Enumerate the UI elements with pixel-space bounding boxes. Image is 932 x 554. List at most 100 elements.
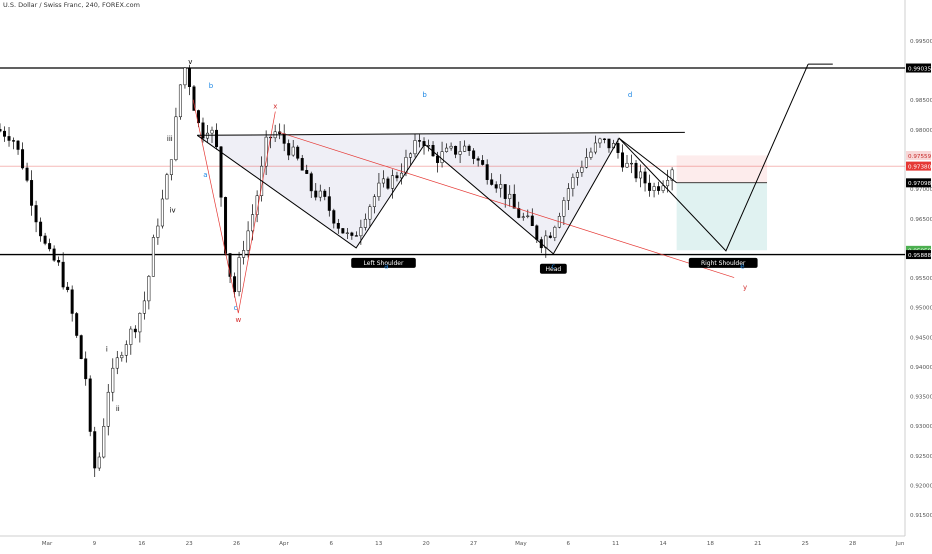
time-tick-label: 21 [754,541,762,547]
candle-body [454,145,458,155]
candle-body [16,140,20,150]
candle-body [517,208,521,218]
price-tick-label: 0.92000 [910,484,932,490]
candle-body [219,146,223,198]
wave-label: iv [170,206,176,214]
candle-body [120,354,124,359]
candle-body [526,215,530,217]
candle-body [48,243,52,250]
pattern-label-box [351,257,416,268]
candle-body [372,196,376,207]
price-tick-label: 0.94500 [910,335,932,341]
wave-label: e [740,263,744,271]
wave-label: x [273,103,277,111]
candle-body [75,313,79,336]
candle-body [246,230,250,251]
candle-body [3,130,7,137]
price-tick-label: 0.94000 [910,365,932,371]
pattern-inner-line [618,137,677,184]
chart-title: U.S. Dollar / Swiss Franc, 240, FOREX.co… [3,1,140,9]
candle-body [408,153,412,158]
candle-body [553,226,557,238]
candle-body [621,152,624,168]
candle-body [436,155,440,163]
time-tick-label: Jun [895,541,905,547]
candle-body [165,174,169,200]
price-tag-text: 0.99035 [908,66,932,72]
candle-body [115,357,119,369]
time-tick-label: 6 [330,541,334,547]
time-tick-label: 25 [802,541,810,547]
wave-label: b [209,82,214,90]
candle-body [70,289,74,314]
time-tick-label: 23 [186,541,194,547]
candle-body [66,286,70,291]
candle-body [133,328,137,333]
candle-body [287,143,291,156]
candle-body [503,184,507,199]
candle-body [323,190,327,197]
candle-body [354,235,358,237]
candle-body [467,145,471,151]
candle-body [88,378,92,432]
candle-body [237,257,241,292]
price-tick-label: 0.99500 [910,39,932,45]
wave-label: y [743,283,747,291]
candle-body [363,218,367,228]
time-tick-label: 27 [470,541,478,547]
pattern-label-text: Head [546,266,562,273]
candle-body [381,178,385,184]
candle-body [377,182,381,197]
time-tick-label: 26 [233,541,241,547]
candle-body [607,138,611,149]
candle-body [368,206,372,220]
price-tag-text: 0.97380 [908,164,932,170]
candle-body [300,158,304,171]
price-tick-label: 0.98000 [910,128,932,134]
price-tag [906,250,931,260]
candle-body [147,276,151,302]
candle-body [630,162,634,165]
candle-body [142,300,146,314]
stop-loss-zone [676,155,768,183]
candle-body [43,235,47,244]
candle-body [21,149,25,169]
candle-body [178,84,182,118]
candle-body [291,146,295,156]
candle-body [390,175,394,189]
candle-body [440,151,444,163]
price-tag-text: 0.95888 [908,253,932,259]
candle-body [490,179,494,185]
candle-body [228,253,232,277]
time-tick-label: Apr [279,541,289,547]
candle-body [169,159,173,175]
candle-body [309,173,313,192]
candle-body [418,140,422,142]
candle-body [111,367,115,393]
candle-body [215,129,219,148]
price-tick-label: 0.98500 [910,98,932,104]
candle-body [52,248,56,261]
candle-body [598,138,602,144]
candle-body [57,260,61,263]
candle-body [584,157,588,168]
wave-label: c [551,263,555,271]
price-tick-label: 0.95500 [910,276,932,282]
candle-body [174,116,178,160]
candle-body [481,160,485,165]
candle-body [476,158,480,161]
candle-body [602,138,606,140]
pattern-label-box [688,257,758,268]
candle-body [160,198,164,227]
candle-body [521,216,525,218]
candle-body [264,136,268,167]
candle-body [535,225,539,240]
candle-body [499,184,503,189]
candle-body [548,235,552,238]
candle-body [643,171,647,184]
candle-body [201,122,205,139]
wave-label: a [203,171,207,179]
candle-body [129,328,133,345]
candle-body [530,215,534,227]
